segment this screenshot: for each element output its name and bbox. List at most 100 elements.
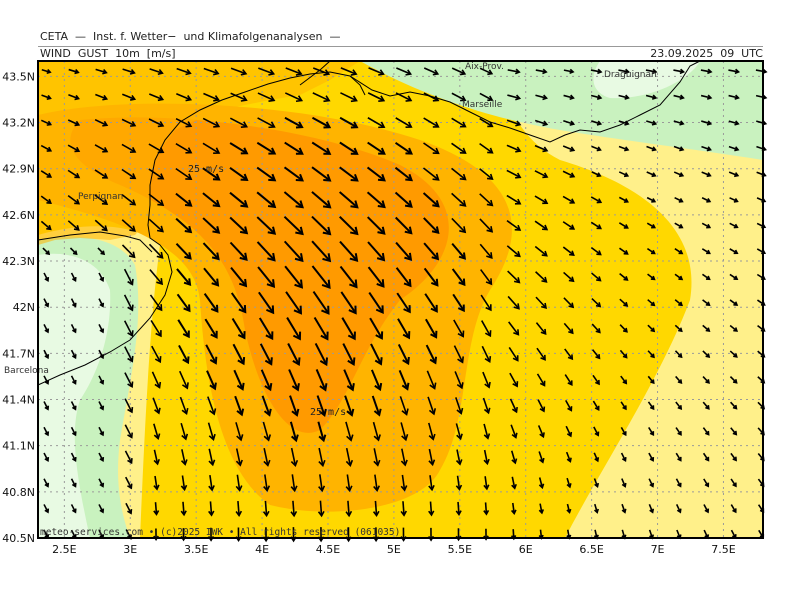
wind-arrow: [123, 294, 134, 312]
wind-arrow: [313, 316, 329, 341]
wind-arrow: [700, 68, 713, 75]
wind-arrow: [339, 141, 359, 155]
wind-arrow: [367, 266, 385, 288]
wind-arrow: [675, 478, 682, 488]
wind-arrow: [427, 396, 437, 416]
wind-arrow: [423, 267, 439, 287]
wind-arrow: [673, 120, 685, 126]
wind-arrow: [646, 247, 656, 255]
wind-arrow: [124, 346, 134, 363]
wind-arrow: [151, 371, 162, 389]
wind-arrow: [43, 298, 50, 308]
wind-arrow: [395, 92, 413, 102]
wind-arrow: [312, 92, 331, 103]
wind-arrow: [148, 168, 165, 180]
wind-arrow: [534, 220, 549, 231]
wind-arrow: [341, 317, 356, 341]
wind-arrow: [339, 166, 359, 182]
wind-arrow: [369, 317, 384, 340]
wind-arrow: [345, 500, 353, 518]
wind-arrow: [148, 193, 165, 207]
wind-arrow: [94, 194, 109, 206]
wind-arrow: [203, 92, 220, 102]
wind-arrow: [98, 272, 105, 282]
wind-arrow: [229, 216, 249, 235]
wind-arrow: [395, 117, 413, 129]
wind-arrow: [730, 504, 737, 514]
wind-arrow: [592, 400, 600, 411]
wind-arrow: [175, 192, 193, 207]
wind-arrow: [618, 196, 629, 203]
wind-arrow: [511, 476, 517, 490]
wind-arrow: [621, 478, 627, 488]
wind-arrow: [43, 272, 50, 282]
wind-arrow: [345, 474, 353, 493]
wind-arrow: [316, 395, 327, 417]
wind-arrow: [256, 191, 277, 209]
wind-arrow: [339, 191, 359, 209]
wind-arrow: [534, 170, 549, 179]
wind-arrow: [70, 504, 77, 514]
wind-arrow: [283, 240, 304, 263]
wind-arrow: [591, 272, 602, 282]
wind-arrow: [534, 195, 549, 205]
city-aix: Aix-Prov.: [465, 62, 504, 72]
wind-arrow: [508, 346, 519, 362]
wind-arrow: [399, 396, 409, 416]
wind-arrow: [229, 191, 249, 208]
wind-arrow: [70, 452, 77, 463]
wind-arrow: [372, 500, 380, 518]
wind-arrow: [98, 401, 105, 411]
wind-arrow: [534, 119, 549, 127]
wind-arrow: [674, 222, 684, 229]
wind-arrow: [701, 222, 712, 229]
wind-arrow: [397, 318, 411, 340]
wind-arrow: [425, 318, 438, 339]
wind-arrow: [43, 478, 50, 488]
wind-arrow: [94, 219, 108, 232]
wind-arrow: [368, 67, 385, 76]
wind-arrow: [42, 247, 51, 256]
wind-arrow: [290, 447, 299, 468]
wind-arrow: [593, 452, 600, 463]
wind-arrow: [592, 374, 600, 386]
wind-arrow: [366, 216, 386, 235]
wind-arrow: [563, 94, 575, 100]
wind-arrow: [175, 217, 193, 234]
wind-arrow: [367, 92, 386, 102]
lat-label: 42.3N: [2, 255, 35, 268]
city-marseille: Marseille: [462, 100, 503, 110]
wind-arrow: [482, 397, 491, 415]
wind-arrow: [178, 344, 190, 365]
wind-arrow: [340, 291, 357, 315]
wind-arrow: [675, 401, 683, 410]
wind-arrow: [98, 478, 105, 488]
wind-arrow: [648, 478, 655, 488]
parameter-label: WIND GUST 10m [m/s]: [40, 47, 176, 60]
wind-arrow: [566, 477, 572, 489]
wind-arrow: [372, 421, 381, 442]
wind-arrow: [565, 425, 573, 438]
wind-arrow: [618, 171, 630, 178]
wind-arrow: [256, 216, 277, 235]
wind-arrow: [645, 94, 658, 100]
wind-arrow: [645, 68, 658, 75]
wind-arrow: [259, 343, 273, 366]
lat-label: 42N: [13, 301, 35, 314]
wind-arrow: [506, 119, 522, 127]
wind-arrow: [565, 399, 573, 412]
wind-arrow: [153, 423, 161, 440]
wind-arrow: [479, 92, 494, 102]
wind-arrow: [591, 145, 602, 152]
wind-arrow: [479, 117, 494, 128]
wind-arrow: [258, 317, 274, 341]
wind-arrow: [451, 268, 466, 287]
wind-arrow: [257, 266, 276, 289]
wind-arrow: [646, 196, 657, 203]
wind-arrow: [730, 478, 737, 488]
wind-arrow: [176, 268, 192, 287]
wind-arrow: [566, 503, 572, 514]
wind-arrow: [481, 320, 492, 338]
wind-arrow: [97, 247, 106, 256]
